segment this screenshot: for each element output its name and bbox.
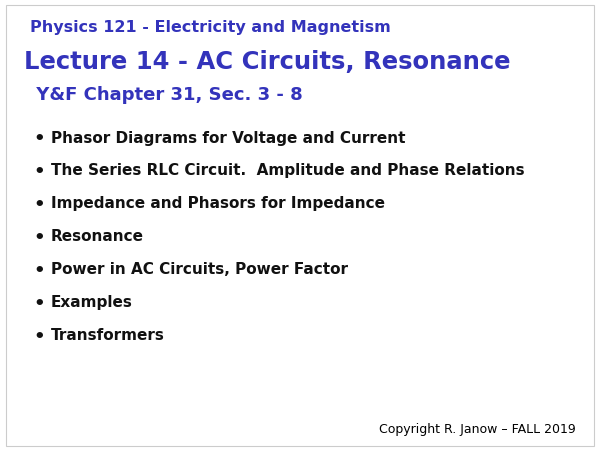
- Text: •: •: [33, 229, 44, 247]
- Text: Resonance: Resonance: [51, 229, 144, 244]
- Text: Physics 121 - Electricity and Magnetism: Physics 121 - Electricity and Magnetism: [30, 20, 391, 35]
- Text: •: •: [33, 262, 44, 280]
- Text: Power in AC Circuits, Power Factor: Power in AC Circuits, Power Factor: [51, 262, 348, 277]
- Text: Lecture 14 - AC Circuits, Resonance: Lecture 14 - AC Circuits, Resonance: [24, 50, 511, 74]
- Text: The Series RLC Circuit.  Amplitude and Phase Relations: The Series RLC Circuit. Amplitude and Ph…: [51, 163, 524, 178]
- Text: Impedance and Phasors for Impedance: Impedance and Phasors for Impedance: [51, 196, 385, 211]
- Text: Copyright R. Janow – FALL 2019: Copyright R. Janow – FALL 2019: [379, 423, 576, 436]
- Text: Examples: Examples: [51, 295, 133, 310]
- Text: Transformers: Transformers: [51, 328, 165, 342]
- Text: Phasor Diagrams for Voltage and Current: Phasor Diagrams for Voltage and Current: [51, 130, 406, 145]
- Text: •: •: [33, 295, 44, 313]
- Text: •: •: [33, 163, 44, 181]
- Text: Y&F Chapter 31, Sec. 3 - 8: Y&F Chapter 31, Sec. 3 - 8: [30, 86, 303, 104]
- Text: •: •: [33, 328, 44, 346]
- Text: •: •: [33, 130, 44, 148]
- Text: •: •: [33, 196, 44, 214]
